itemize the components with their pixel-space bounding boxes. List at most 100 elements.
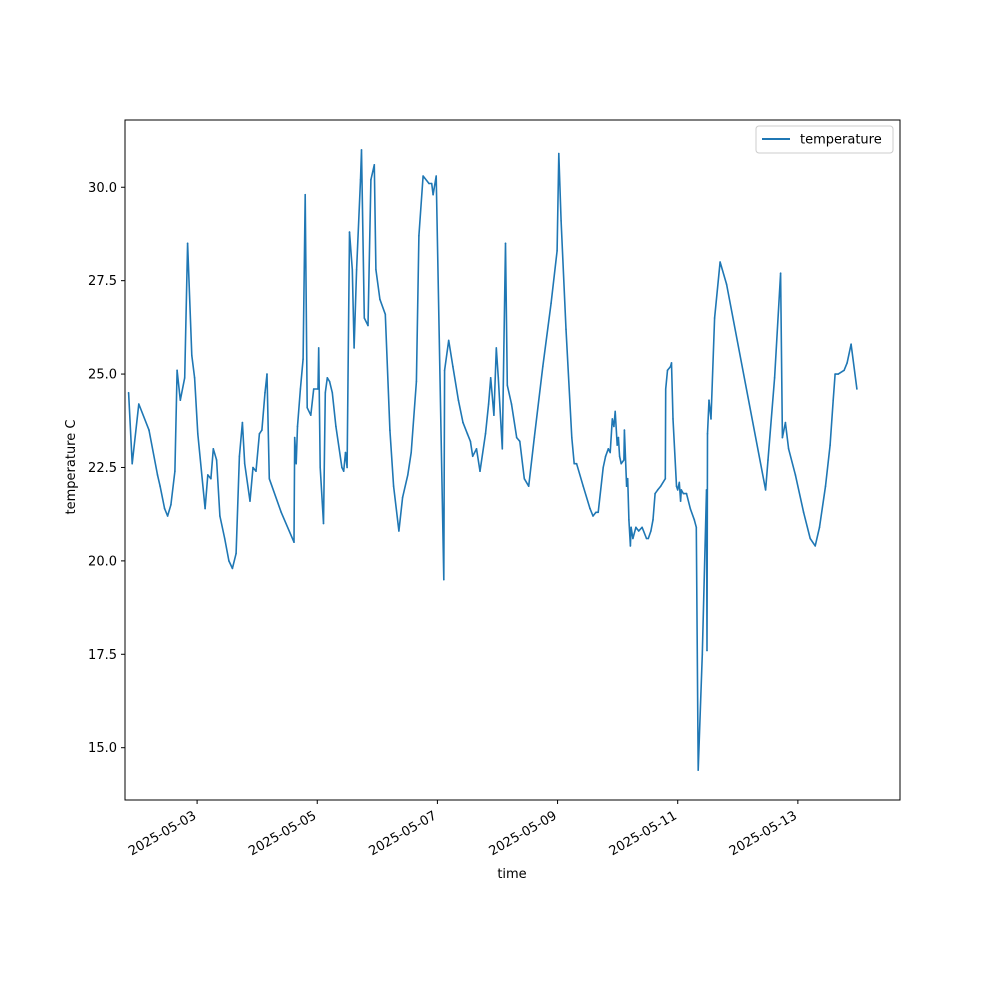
data-point — [264, 391, 266, 394]
data-point — [418, 235, 420, 237]
data-point — [573, 462, 575, 465]
data-point — [389, 429, 391, 431]
data-point — [693, 519, 696, 521]
data-point — [375, 268, 377, 271]
data-point — [373, 164, 376, 166]
data-point — [595, 511, 597, 514]
y-tick-label: 25.0 — [88, 368, 117, 383]
data-point — [324, 391, 327, 394]
data-point — [560, 220, 562, 222]
data-point — [626, 477, 629, 480]
data-point — [618, 455, 621, 458]
data-point — [814, 545, 816, 547]
data-point — [542, 365, 544, 368]
data-point — [613, 425, 615, 428]
series-layer — [127, 149, 858, 771]
data-point — [834, 373, 836, 375]
data-point — [392, 485, 395, 488]
data-point — [779, 272, 782, 275]
data-point — [837, 373, 839, 375]
data-point — [317, 347, 320, 349]
data-point — [501, 448, 504, 450]
data-point — [204, 507, 206, 510]
data-point — [843, 369, 845, 372]
data-point — [443, 369, 446, 372]
y-tick-label: 15.0 — [88, 741, 117, 756]
data-point — [228, 560, 230, 562]
data-point — [607, 448, 610, 450]
data-point — [701, 653, 704, 656]
data-point — [706, 649, 708, 652]
data-point — [629, 545, 632, 547]
data-point — [179, 399, 182, 402]
data-point — [713, 317, 716, 319]
data-point — [398, 530, 400, 532]
data-point — [669, 365, 672, 368]
data-point — [652, 519, 654, 521]
data-point — [617, 436, 620, 439]
data-point — [238, 455, 241, 458]
data-point — [706, 433, 709, 435]
data-point — [641, 526, 643, 529]
data-point — [306, 406, 309, 409]
data-point — [249, 500, 251, 502]
data-point — [809, 537, 811, 540]
data-point — [664, 477, 667, 480]
data-point — [609, 451, 611, 454]
data-point — [575, 462, 578, 465]
data-point — [223, 537, 226, 540]
data-point — [322, 522, 325, 525]
y-axis: 15.0 17.5 20.0 22.5 25.0 27.5 30.0 — [88, 181, 125, 756]
data-point — [331, 391, 334, 394]
data-point — [462, 421, 464, 424]
data-point — [310, 414, 312, 417]
data-point — [163, 507, 166, 510]
data-point — [430, 182, 433, 185]
data-point — [443, 578, 445, 581]
data-point — [630, 526, 632, 529]
data-point — [484, 433, 487, 435]
data-point — [252, 466, 254, 469]
data-point — [384, 313, 387, 316]
data-point — [210, 477, 212, 480]
data-point — [255, 470, 257, 473]
data-point — [614, 410, 616, 413]
data-point — [355, 268, 358, 271]
data-point — [829, 444, 831, 446]
data-point — [258, 433, 261, 435]
data-point — [207, 474, 209, 476]
data-point — [654, 492, 656, 495]
data-point — [794, 474, 797, 476]
data-point — [326, 377, 329, 379]
data-point — [582, 485, 584, 488]
data-point — [268, 477, 271, 480]
data-point — [293, 541, 295, 543]
y-tick-label: 20.0 — [88, 554, 117, 569]
data-point — [493, 414, 495, 417]
data-point — [166, 515, 169, 517]
data-point — [824, 485, 827, 488]
data-point — [682, 492, 685, 495]
data-point — [293, 436, 296, 439]
data-point — [670, 362, 673, 364]
data-point — [174, 470, 176, 473]
data-point — [176, 369, 178, 372]
data-point — [335, 425, 337, 428]
data-point — [685, 492, 688, 495]
data-point — [818, 526, 821, 529]
data-point — [466, 433, 469, 435]
data-point — [428, 182, 430, 185]
data-point — [344, 451, 347, 454]
data-point — [215, 459, 218, 461]
data-point — [558, 152, 560, 155]
data-point — [341, 466, 343, 469]
data-point — [597, 511, 599, 514]
data-point — [625, 485, 628, 488]
data-point — [781, 436, 784, 439]
data-point — [510, 403, 513, 405]
data-point — [295, 462, 298, 465]
data-point — [620, 462, 622, 465]
data-point — [471, 455, 474, 458]
data-point — [231, 567, 234, 570]
data-point — [407, 474, 409, 476]
